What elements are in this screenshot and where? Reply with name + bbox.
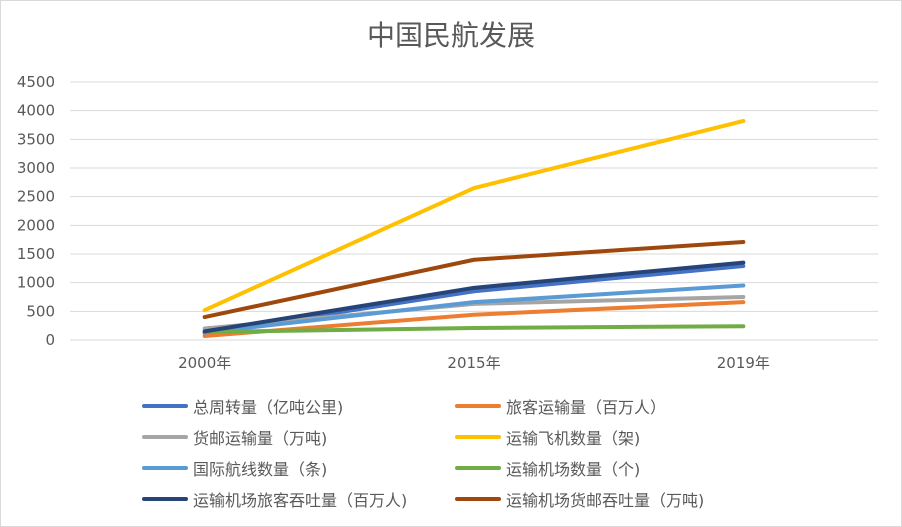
chart-title: 中国民航发展 [366, 19, 535, 52]
x-axis-ticks: 2000年 2015年 2019年 [178, 354, 770, 372]
y-tick-label: 3500 [17, 130, 55, 148]
y-tick-label: 3000 [17, 159, 55, 177]
y-tick-label: 4500 [17, 73, 55, 91]
series-line [202, 324, 746, 334]
y-tick-label: 1000 [17, 274, 55, 292]
series-line [202, 283, 746, 335]
y-tick-label: 1500 [17, 245, 55, 263]
x-tick-label: 2019年 [717, 354, 770, 372]
series-line [202, 239, 746, 320]
y-tick-label: 0 [45, 331, 55, 349]
x-tick-label: 2000年 [178, 354, 231, 372]
series-lines [202, 118, 746, 338]
series-line [202, 118, 746, 313]
y-tick-label: 4000 [17, 102, 55, 120]
x-tick-label: 2015年 [447, 354, 500, 372]
series-line [202, 260, 746, 334]
y-tick-label: 500 [26, 302, 55, 320]
y-tick-label: 2000 [17, 216, 55, 234]
y-tick-label: 2500 [17, 188, 55, 206]
y-axis-ticks: 0 500 1000 1500 2000 2500 3000 3500 4000 4500 [17, 73, 55, 349]
grid-lines [70, 81, 878, 341]
